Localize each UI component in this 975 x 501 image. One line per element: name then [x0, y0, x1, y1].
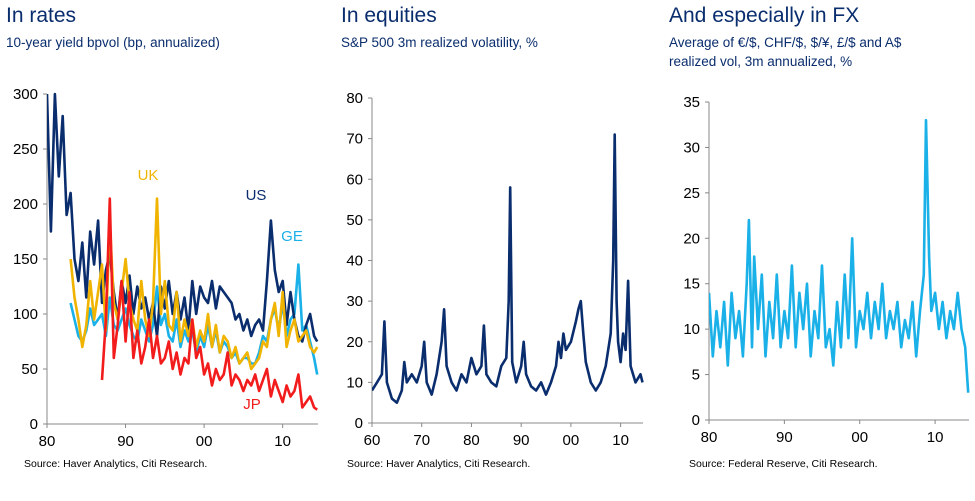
y-tick-label: 20 [683, 230, 700, 247]
series-label-us: US [246, 187, 267, 204]
y-tick-label: 250 [13, 141, 38, 158]
y-tick-label: 30 [346, 293, 363, 310]
x-tick-label: 90 [117, 433, 134, 450]
chart-subtitle: S&P 500 3m realized volatility, % [341, 35, 538, 50]
y-tick-label: 70 [346, 131, 363, 148]
series-line-main [372, 133, 644, 405]
fx-chart: 0 5 10 15 20 25 30 35 80 90 00 10 [683, 94, 970, 446]
series-label-uk: UK [138, 167, 159, 184]
x-tick-label: 80 [701, 429, 718, 446]
rates-panel: In rates 10-year yield bpvol (bp, annual… [0, 0, 320, 501]
chart-title: In rates [6, 4, 77, 27]
x-tick-label: 90 [513, 432, 530, 449]
y-tick-label: 200 [13, 196, 38, 213]
y-tick-label: 40 [346, 253, 363, 270]
equities-chart: 0 10 20 30 40 50 60 70 80 60 70 80 90 00 10 [346, 90, 644, 449]
series-line-jp [100, 197, 318, 411]
x-tick-label: 80 [463, 432, 480, 449]
chart-source: Source: Haver Analytics, Citi Research. [24, 458, 208, 470]
series-label-jp: JP [243, 396, 261, 413]
y-tick-label: 30 [683, 139, 700, 156]
x-tick-label: 80 [39, 433, 56, 450]
x-tick-label: 10 [927, 429, 944, 446]
rates-chart: 0 50 100 150 200 250 300 80 90 00 10 GE US UK JP [13, 86, 319, 450]
chart-source: Source: Federal Reserve, Citi Research. [689, 458, 878, 470]
y-tick-label: 5 [692, 367, 700, 384]
x-tick-label: 70 [413, 432, 430, 449]
y-tick-label: 0 [30, 416, 38, 433]
chart-subtitle-line-2: realized vol, 3m annualized, % [669, 54, 853, 69]
y-tick-label: 15 [683, 276, 700, 293]
x-tick-label: 10 [274, 433, 291, 450]
y-tick-label: 10 [346, 374, 363, 391]
y-tick-label: 100 [13, 306, 38, 323]
x-tick-label: 00 [196, 433, 213, 450]
series-line-us [47, 92, 319, 343]
x-tick-label: 00 [563, 432, 580, 449]
chart-subtitle: 10-year yield bpvol (bp, annualized) [6, 35, 220, 50]
fx-panel: And especially in FX Average of €/$, CHF… [663, 0, 975, 501]
y-tick-label: 10 [683, 321, 700, 338]
series-line-main [709, 118, 970, 393]
chart-title: And especially in FX [669, 4, 860, 27]
y-tick-label: 50 [346, 212, 363, 229]
y-tick-label: 150 [13, 251, 38, 268]
y-tick-label: 60 [346, 171, 363, 188]
y-tick-label: 80 [346, 90, 363, 107]
x-tick-label: 90 [776, 429, 793, 446]
series-label-ge: GE [281, 228, 303, 245]
y-tick-label: 35 [683, 94, 700, 111]
equities-panel: In equities S&P 500 3m realized volatili… [335, 0, 650, 501]
y-tick-label: 25 [683, 185, 700, 202]
y-tick-label: 300 [13, 86, 38, 103]
x-tick-label: 10 [612, 432, 629, 449]
x-tick-label: 00 [851, 429, 868, 446]
chart-title: In equities [341, 4, 437, 27]
chart-source: Source: Haver Analytics, Citi Research. [347, 458, 531, 470]
chart-subtitle-line-1: Average of €/$, CHF/$, $/¥, £/$ and A$ [669, 35, 902, 50]
x-tick-label: 60 [364, 432, 381, 449]
y-tick-label: 50 [21, 361, 38, 378]
y-tick-label: 20 [346, 334, 363, 351]
y-tick-label: 0 [692, 412, 700, 429]
y-tick-label: 0 [355, 415, 363, 432]
